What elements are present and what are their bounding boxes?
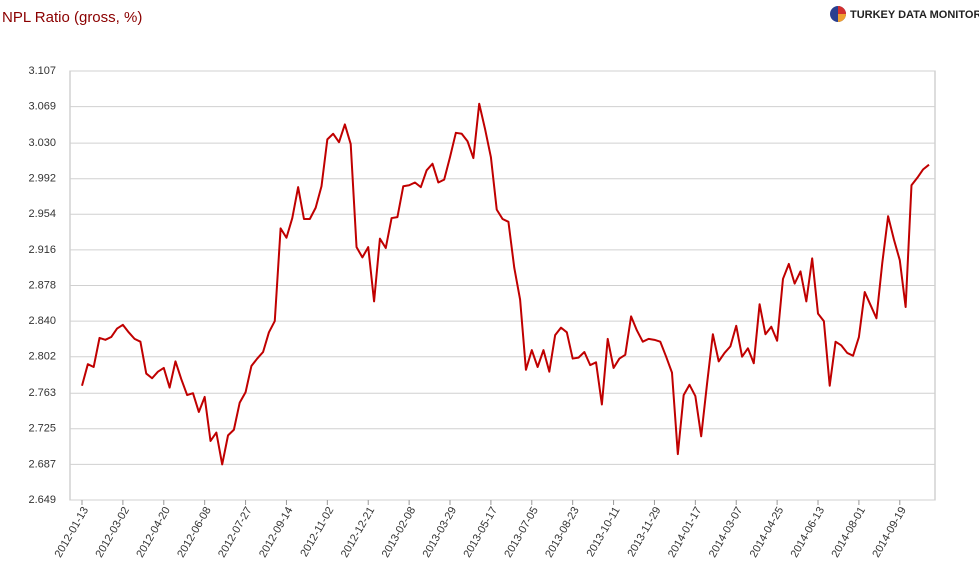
x-tick-label: 2012-12-21 — [339, 505, 378, 560]
x-tick-label: 2013-07-05 — [502, 505, 541, 560]
x-tick-label: 2013-02-08 — [380, 505, 419, 560]
x-tick-label: 2013-05-17 — [461, 505, 500, 560]
y-tick-label: 2.687 — [28, 458, 56, 470]
x-tick-label: 2013-08-23 — [543, 505, 582, 560]
x-tick-label: 2014-06-13 — [789, 505, 828, 560]
x-tick-label: 2013-03-29 — [421, 505, 460, 560]
y-tick-label: 2.954 — [28, 208, 56, 220]
y-tick-label: 2.763 — [28, 387, 56, 399]
data-line — [81, 102, 930, 466]
y-tick-label: 2.992 — [28, 173, 56, 185]
y-tick-label: 2.840 — [28, 315, 56, 327]
logo — [830, 6, 846, 22]
x-tick-label: 2012-03-02 — [93, 505, 132, 560]
y-tick-label: 2.916 — [28, 244, 56, 256]
x-tick-label: 2012-07-27 — [216, 505, 255, 560]
x-tick-label: 2014-03-07 — [707, 505, 746, 560]
x-tick-label: 2014-08-01 — [829, 505, 868, 560]
x-tick-label: 2014-04-25 — [748, 505, 787, 560]
x-tick-label: 2012-04-20 — [134, 505, 173, 560]
y-tick-label: 2.649 — [28, 494, 56, 506]
brand: TURKEY DATA MONITOR — [850, 9, 979, 21]
x-tick-label: 2014-01-17 — [666, 505, 705, 560]
y-tick-label: 3.107 — [28, 65, 56, 77]
y-tick-label: 2.802 — [28, 351, 56, 363]
x-tick-label: 2013-10-11 — [585, 505, 623, 559]
y-tick-label: 3.030 — [28, 137, 56, 149]
x-tick-label: 2013-11-29 — [625, 505, 663, 559]
x-tick-label: 2014-09-19 — [870, 505, 909, 560]
x-tick-label: 2012-01-13 — [53, 505, 92, 560]
x-tick-label: 2012-09-14 — [257, 505, 296, 560]
y-tick-label: 3.069 — [28, 101, 56, 113]
y-tick-label: 2.878 — [28, 279, 56, 291]
chart-title: NPL Ratio (gross, %) — [2, 9, 142, 26]
x-tick-label: 2012-06-08 — [175, 505, 214, 560]
x-tick-label: 2012-11-02 — [298, 505, 336, 559]
y-tick-label: 2.725 — [28, 423, 56, 435]
